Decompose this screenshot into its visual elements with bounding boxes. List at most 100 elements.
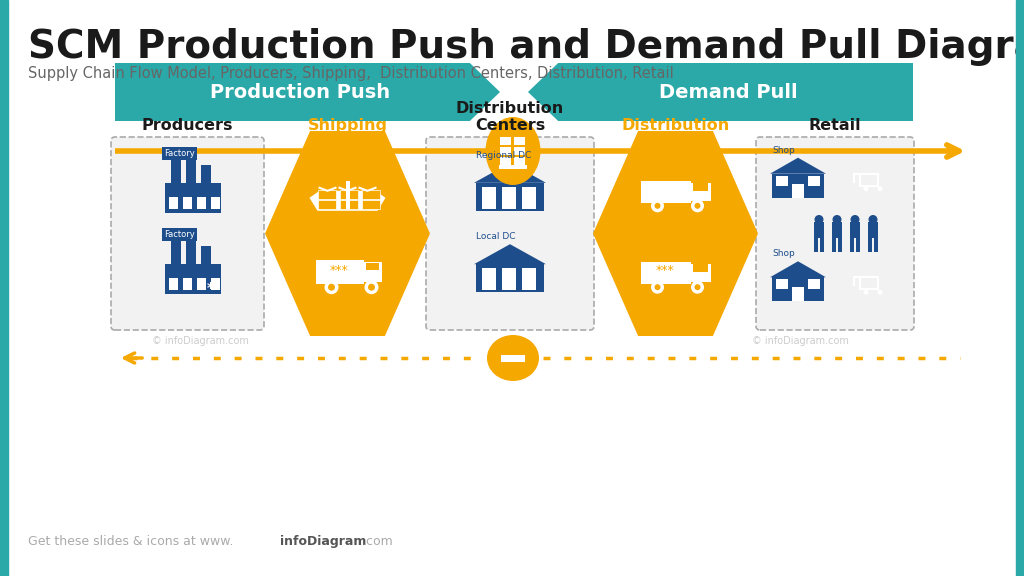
Bar (366, 263, 379, 270)
Ellipse shape (833, 215, 842, 224)
Text: Factory: Factory (165, 230, 196, 239)
Bar (1016, 0, 1024, 576)
Text: Demand Pull: Demand Pull (658, 82, 798, 101)
Bar (364, 262, 382, 282)
Text: ***: *** (656, 264, 675, 276)
Polygon shape (265, 131, 430, 336)
Text: *: * (207, 281, 214, 295)
Text: .com: .com (362, 535, 394, 548)
Bar (317, 190, 336, 199)
Text: Shop: Shop (772, 249, 795, 258)
Bar (814, 237, 818, 252)
Bar (500, 157, 511, 165)
Bar (502, 268, 516, 290)
Bar (860, 277, 878, 289)
Bar (522, 187, 536, 209)
Bar (692, 183, 708, 191)
Polygon shape (770, 158, 826, 174)
Bar (315, 260, 364, 284)
Text: Supply Chain Flow Model, Producers, Shipping,  Distribution Centers, Distributio: Supply Chain Flow Model, Producers, Ship… (28, 66, 674, 81)
FancyBboxPatch shape (111, 137, 264, 330)
Bar (820, 237, 824, 252)
Bar (169, 278, 177, 290)
Bar (211, 278, 219, 290)
Ellipse shape (487, 335, 539, 381)
Bar (361, 190, 380, 199)
Bar (340, 190, 357, 199)
Bar (201, 165, 211, 183)
Bar (197, 278, 206, 290)
Text: © infoDiagram.com: © infoDiagram.com (752, 336, 849, 346)
Bar (171, 151, 180, 183)
Bar (476, 183, 544, 211)
Bar (792, 287, 804, 301)
Bar (165, 183, 220, 213)
Ellipse shape (694, 203, 700, 209)
Text: infoDiagram: infoDiagram (280, 535, 367, 548)
Bar (317, 200, 336, 209)
Ellipse shape (691, 199, 705, 213)
Bar (340, 200, 357, 209)
Bar (776, 176, 788, 185)
Bar (868, 237, 872, 252)
Polygon shape (309, 191, 385, 211)
Ellipse shape (814, 215, 823, 224)
Bar (850, 222, 860, 237)
Ellipse shape (325, 280, 339, 294)
Bar (500, 137, 511, 145)
Ellipse shape (654, 203, 660, 209)
Bar (185, 240, 196, 264)
Bar (776, 279, 788, 289)
Bar (814, 222, 824, 237)
Text: Factory: Factory (165, 149, 196, 158)
Polygon shape (115, 63, 500, 121)
FancyBboxPatch shape (756, 137, 914, 330)
Bar (502, 187, 516, 209)
Text: Distribution: Distribution (622, 118, 730, 133)
Bar (514, 157, 525, 165)
Polygon shape (593, 131, 758, 336)
Bar (522, 268, 536, 290)
Bar (792, 184, 804, 198)
Bar (182, 278, 191, 290)
Polygon shape (770, 262, 826, 277)
Text: © infoDiagram.com: © infoDiagram.com (152, 336, 249, 346)
Ellipse shape (868, 215, 878, 224)
Ellipse shape (878, 186, 883, 191)
Bar (860, 174, 878, 185)
Bar (692, 264, 708, 272)
Text: Retail: Retail (809, 118, 861, 133)
Text: Producers: Producers (141, 118, 233, 133)
Ellipse shape (651, 199, 664, 213)
Bar (850, 237, 854, 252)
Text: Shop: Shop (772, 146, 795, 155)
Bar (831, 237, 836, 252)
Text: Get these slides & icons at www.: Get these slides & icons at www. (28, 535, 233, 548)
Polygon shape (528, 63, 913, 121)
Ellipse shape (651, 281, 664, 294)
Ellipse shape (851, 215, 859, 224)
Polygon shape (474, 244, 546, 264)
Bar (514, 137, 525, 145)
Text: SCM Production Push and Demand Pull Diagram: SCM Production Push and Demand Pull Diag… (28, 28, 1024, 66)
Bar (171, 232, 180, 264)
Bar (182, 197, 191, 209)
Bar (838, 237, 842, 252)
Ellipse shape (691, 281, 705, 294)
Text: Local DC: Local DC (476, 232, 515, 241)
Bar (690, 183, 711, 201)
Bar (0, 0, 8, 576)
Bar (772, 277, 824, 301)
Bar (482, 187, 496, 209)
Bar (476, 264, 544, 292)
Text: Regional DC: Regional DC (476, 151, 531, 160)
Ellipse shape (878, 290, 883, 295)
Bar (514, 147, 525, 155)
Ellipse shape (694, 284, 700, 290)
Ellipse shape (485, 117, 541, 185)
Bar (868, 222, 878, 237)
Bar (211, 197, 219, 209)
Ellipse shape (368, 284, 375, 291)
Bar (185, 159, 196, 183)
Ellipse shape (863, 290, 868, 295)
